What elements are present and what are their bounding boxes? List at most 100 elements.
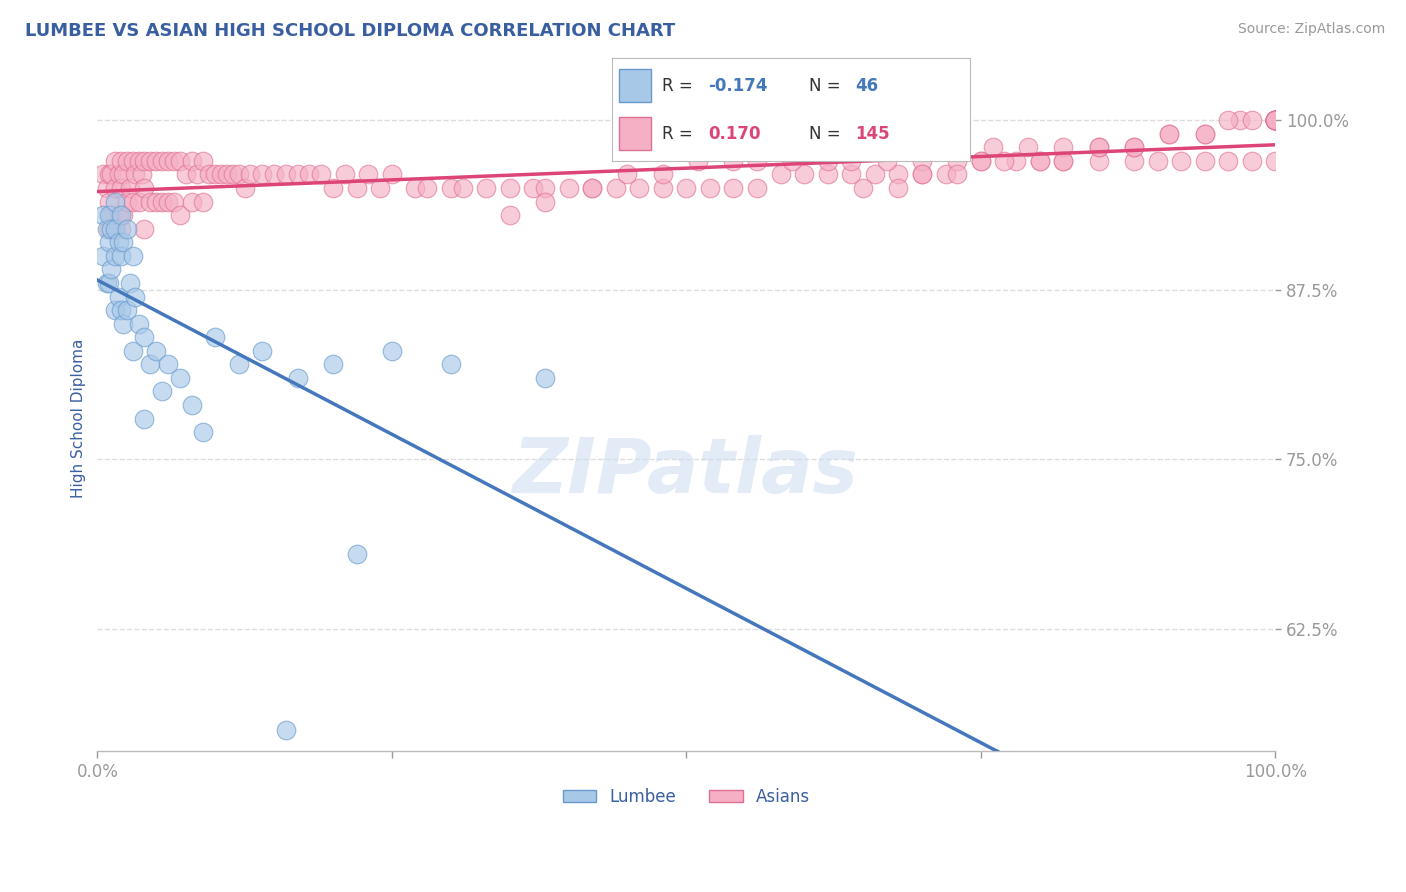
- Text: -0.174: -0.174: [709, 77, 768, 95]
- Point: [107, 168, 129, 182]
- Point: [581, 181, 603, 195]
- Point: [852, 181, 875, 195]
- Point: [1123, 153, 1146, 168]
- Point: [104, 194, 127, 209]
- Point: [404, 181, 426, 195]
- Point: [107, 208, 129, 222]
- Point: [134, 330, 156, 344]
- Point: [128, 153, 150, 168]
- Point: [193, 425, 215, 439]
- Point: [498, 181, 520, 195]
- Point: [145, 194, 167, 209]
- Point: [309, 168, 332, 182]
- Point: [120, 181, 142, 195]
- Point: [346, 547, 368, 561]
- Point: [228, 357, 250, 371]
- Point: [1240, 113, 1263, 128]
- Point: [911, 168, 934, 182]
- Point: [98, 235, 121, 250]
- Point: [970, 153, 993, 168]
- Point: [222, 168, 245, 182]
- Point: [887, 181, 910, 195]
- Point: [946, 153, 969, 168]
- Point: [107, 289, 129, 303]
- Text: N =: N =: [808, 125, 845, 143]
- Point: [1264, 113, 1286, 128]
- Point: [274, 168, 297, 182]
- FancyBboxPatch shape: [619, 118, 651, 150]
- Point: [675, 181, 697, 195]
- Point: [651, 168, 673, 182]
- Point: [115, 221, 138, 235]
- Point: [534, 181, 557, 195]
- Text: Source: ZipAtlas.com: Source: ZipAtlas.com: [1237, 22, 1385, 37]
- Point: [1264, 113, 1286, 128]
- Y-axis label: High School Diploma: High School Diploma: [72, 339, 86, 499]
- Point: [157, 153, 180, 168]
- Point: [180, 153, 202, 168]
- Text: ZIPatlas: ZIPatlas: [513, 434, 859, 508]
- Point: [98, 168, 121, 182]
- Point: [98, 276, 121, 290]
- Point: [157, 357, 180, 371]
- Point: [699, 181, 721, 195]
- Point: [1170, 153, 1192, 168]
- Point: [110, 303, 132, 318]
- Point: [1159, 127, 1181, 141]
- Point: [139, 153, 162, 168]
- Point: [107, 235, 129, 250]
- Point: [124, 289, 146, 303]
- Point: [723, 153, 745, 168]
- Point: [98, 208, 121, 222]
- Point: [970, 153, 993, 168]
- Point: [104, 221, 127, 235]
- Point: [522, 181, 544, 195]
- Point: [651, 181, 673, 195]
- Point: [745, 181, 768, 195]
- Text: 46: 46: [855, 77, 879, 95]
- Point: [287, 371, 309, 385]
- Point: [263, 168, 285, 182]
- Point: [1194, 127, 1216, 141]
- Point: [935, 168, 957, 182]
- Point: [863, 168, 886, 182]
- Point: [1264, 113, 1286, 128]
- Point: [368, 181, 391, 195]
- Point: [782, 153, 804, 168]
- Point: [1087, 140, 1109, 154]
- Point: [121, 343, 143, 358]
- Point: [333, 168, 356, 182]
- Point: [100, 208, 122, 222]
- Point: [1264, 113, 1286, 128]
- Point: [817, 168, 839, 182]
- Point: [186, 168, 208, 182]
- Point: [887, 168, 910, 182]
- Point: [169, 153, 191, 168]
- Point: [1052, 140, 1074, 154]
- Point: [322, 357, 344, 371]
- Point: [839, 168, 862, 182]
- Point: [96, 276, 118, 290]
- Point: [193, 153, 215, 168]
- Point: [121, 153, 143, 168]
- Point: [112, 208, 135, 222]
- Point: [440, 181, 463, 195]
- Point: [981, 140, 1004, 154]
- Point: [1264, 113, 1286, 128]
- Point: [91, 249, 114, 263]
- Point: [993, 153, 1015, 168]
- Point: [134, 181, 156, 195]
- Point: [440, 357, 463, 371]
- Point: [1087, 153, 1109, 168]
- Point: [121, 249, 143, 263]
- FancyBboxPatch shape: [619, 70, 651, 102]
- Point: [451, 181, 474, 195]
- Point: [139, 357, 162, 371]
- Point: [233, 181, 256, 195]
- Point: [1087, 140, 1109, 154]
- Point: [628, 181, 651, 195]
- Point: [96, 221, 118, 235]
- Point: [157, 194, 180, 209]
- Point: [534, 371, 557, 385]
- Point: [252, 168, 274, 182]
